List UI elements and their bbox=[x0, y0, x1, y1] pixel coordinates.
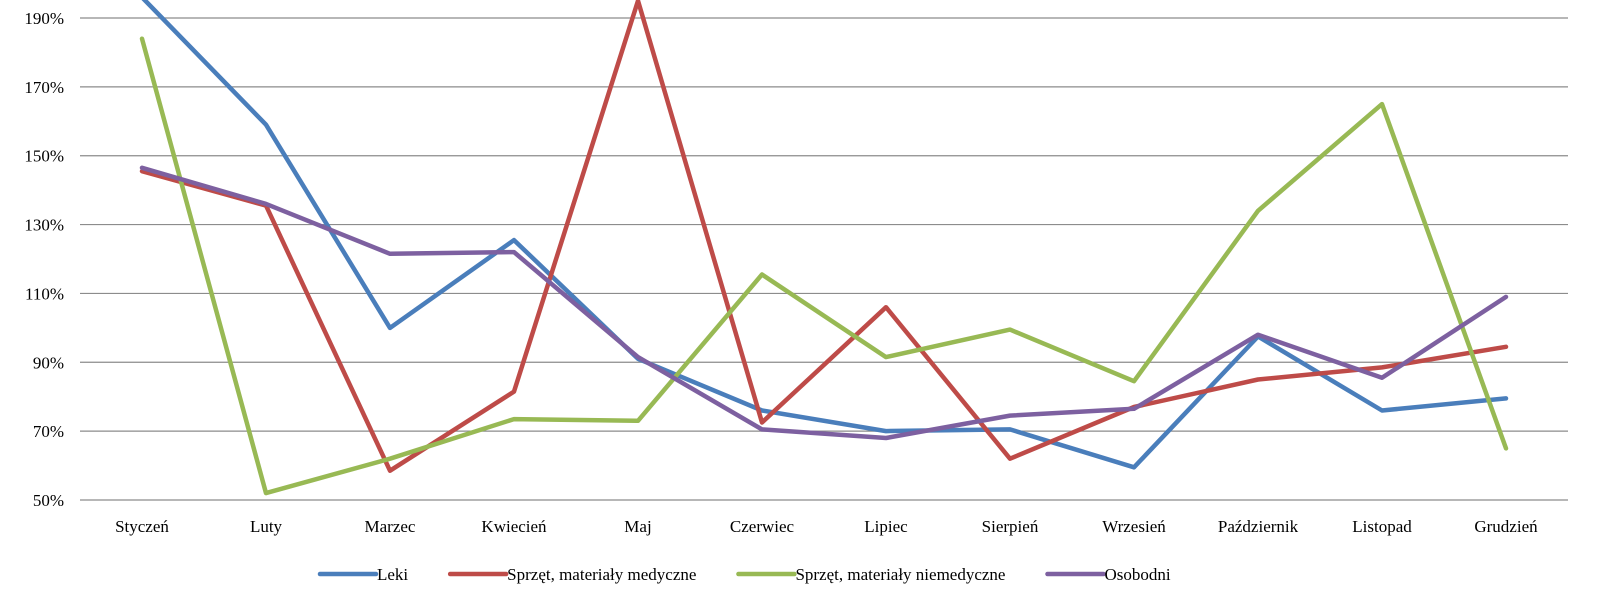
x-axis-tick-labels: Styczeń Luty Marzec Kwiecień Maj Czerwiec Lipi… bbox=[115, 517, 1538, 536]
x-tick-label: Sierpień bbox=[982, 517, 1039, 536]
y-tick-label: 90% bbox=[33, 353, 64, 372]
series-line-2 bbox=[139, 0, 1509, 473]
x-tick-label: Lipiec bbox=[864, 517, 908, 536]
y-axis-tick-labels: 50% 70% 90% 110% 130% 150% 170% 190% bbox=[24, 9, 64, 510]
legend: Leki Sprzęt, materiały medyczne Sprzęt, ma… bbox=[317, 565, 1171, 584]
legend-label: Sprzęt, materiały niemedyczne bbox=[795, 565, 1005, 584]
y-tick-label: 50% bbox=[33, 491, 64, 510]
y-tick-label: 70% bbox=[33, 422, 64, 441]
y-tick-label: 150% bbox=[24, 147, 64, 166]
x-tick-label: Grudzień bbox=[1474, 517, 1538, 536]
series-line-3 bbox=[139, 36, 1509, 496]
legend-item-2: Sprzęt, materiały medyczne bbox=[447, 565, 696, 584]
legend-item-4: Osobodni bbox=[1045, 565, 1171, 584]
x-tick-label: Marzec bbox=[365, 517, 416, 536]
series-lines bbox=[139, 0, 1509, 496]
x-tick-label: Maj bbox=[624, 517, 651, 536]
x-tick-label: Listopad bbox=[1352, 517, 1412, 536]
legend-item-1: Leki bbox=[317, 565, 408, 584]
x-tick-label: Luty bbox=[250, 517, 283, 536]
legend-item-3: Sprzęt, materiały niemedyczne bbox=[736, 565, 1005, 584]
x-tick-label: Czerwiec bbox=[730, 517, 795, 536]
y-tick-label: 170% bbox=[24, 78, 64, 97]
x-tick-label: Styczeń bbox=[115, 517, 169, 536]
gridlines bbox=[80, 17, 1568, 501]
legend-label: Sprzęt, materiały medyczne bbox=[507, 565, 696, 584]
legend-label: Osobodni bbox=[1104, 565, 1170, 584]
legend-label: Leki bbox=[377, 565, 408, 584]
x-tick-label: Październik bbox=[1218, 517, 1299, 536]
y-tick-label: 110% bbox=[25, 284, 64, 303]
series-line-1 bbox=[141, 0, 1509, 470]
x-tick-label: Kwiecień bbox=[481, 517, 547, 536]
y-tick-label: 190% bbox=[24, 9, 64, 28]
series-line-4 bbox=[139, 165, 1509, 441]
x-tick-label: Wrzesień bbox=[1102, 517, 1166, 536]
y-tick-label: 130% bbox=[24, 216, 64, 235]
